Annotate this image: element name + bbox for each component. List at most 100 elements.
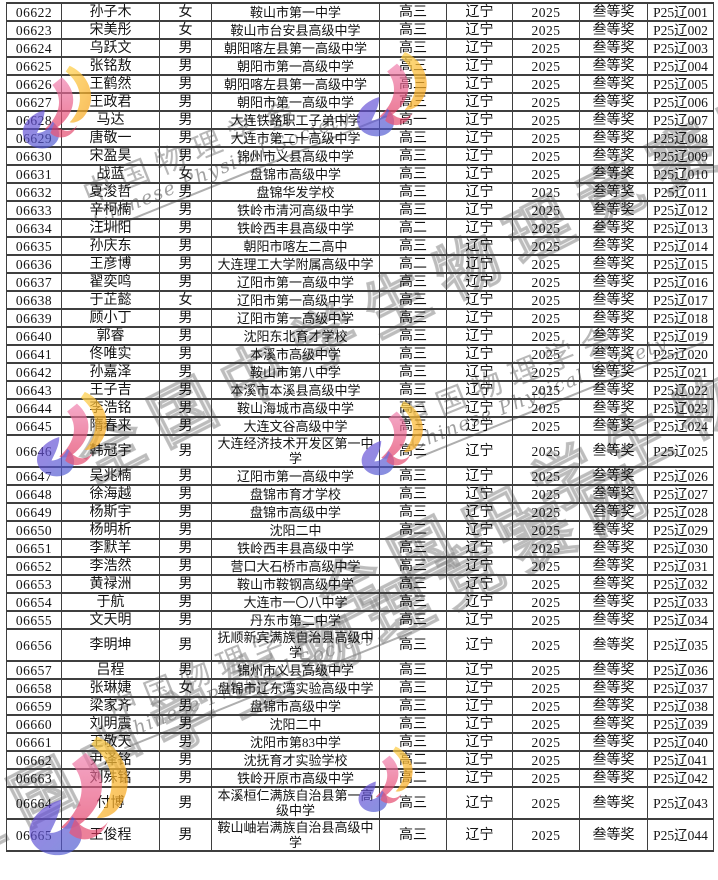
table-row: 06655 文天明 男 丹东市第二中学 高三 辽宁 2025 叁等奖 P25辽0… xyxy=(6,610,714,630)
table-row: 06626 王鹤然 男 朝阳喀左县第一高级中学 高三 辽宁 2025 叁等奖 P… xyxy=(6,74,714,94)
gender-cell: 男 xyxy=(159,326,212,346)
student-id-cell: 06626 xyxy=(6,74,62,94)
table-row: 06647 吴兆楠 男 辽阳市第一高级中学 高三 辽宁 2025 叁等奖 P25… xyxy=(6,466,714,486)
school-cell: 朝阳喀左县第一高级中学 xyxy=(211,74,380,94)
student-name-cell: 于航 xyxy=(61,592,160,612)
award-cell: 叁等奖 xyxy=(579,520,648,540)
award-cell: 叁等奖 xyxy=(579,236,648,256)
province-cell: 辽宁 xyxy=(446,38,513,58)
award-table: 06622 孙子木 女 鞍山市第一中学 高三 辽宁 2025 叁等奖 P25辽0… xyxy=(6,2,714,852)
year-cell: 2025 xyxy=(512,520,580,540)
year-cell: 2025 xyxy=(512,502,580,522)
grade-cell: 高三 xyxy=(379,2,447,22)
certificate-number-cell: P25辽038 xyxy=(647,696,714,716)
student-id-cell: 06657 xyxy=(6,660,62,680)
table-row: 06656 李明坤 男 抚顺新宾满族自治县高级中学 高三 辽宁 2025 叁等奖… xyxy=(6,628,714,662)
student-id-cell: 06658 xyxy=(6,678,62,698)
grade-cell: 高三 xyxy=(379,434,447,468)
province-cell: 辽宁 xyxy=(446,236,513,256)
certificate-number-cell: P25辽036 xyxy=(647,660,714,680)
school-cell: 朝阳市喀左二高中 xyxy=(211,236,380,256)
award-cell: 叁等奖 xyxy=(579,272,648,292)
student-name-cell: 韩冠宇 xyxy=(61,434,160,468)
province-cell: 辽宁 xyxy=(446,466,513,486)
certificate-number-cell: P25辽021 xyxy=(647,362,714,382)
student-name-cell: 翟奕鸣 xyxy=(61,272,160,292)
province-cell: 辽宁 xyxy=(446,290,513,310)
award-cell: 叁等奖 xyxy=(579,678,648,698)
province-cell: 辽宁 xyxy=(446,218,513,238)
student-name-cell: 佟唯实 xyxy=(61,344,160,364)
student-name-cell: 孙子木 xyxy=(61,2,160,22)
gender-cell: 男 xyxy=(159,592,212,612)
school-cell: 本溪市高级中学 xyxy=(211,344,380,364)
student-id-cell: 06638 xyxy=(6,290,62,310)
table-row: 06661 王敬天 男 沈阳市第83中学 高三 辽宁 2025 叁等奖 P25辽… xyxy=(6,732,714,752)
grade-cell: 高三 xyxy=(379,236,447,256)
certificate-number-cell: P25辽034 xyxy=(647,610,714,630)
table-row: 06627 王政君 男 朝阳市第一高级中学 高三 辽宁 2025 叁等奖 P25… xyxy=(6,92,714,112)
school-cell: 铁岭市清河高级中学 xyxy=(211,200,380,220)
year-cell: 2025 xyxy=(512,362,580,382)
year-cell: 2025 xyxy=(512,344,580,364)
year-cell: 2025 xyxy=(512,326,580,346)
award-cell: 叁等奖 xyxy=(579,768,648,788)
gender-cell: 男 xyxy=(159,628,212,662)
gender-cell: 男 xyxy=(159,146,212,166)
award-cell: 叁等奖 xyxy=(579,164,648,184)
year-cell: 2025 xyxy=(512,750,580,770)
certificate-number-cell: P25辽043 xyxy=(647,786,714,820)
student-id-cell: 06663 xyxy=(6,768,62,788)
province-cell: 辽宁 xyxy=(446,254,513,274)
grade-cell: 高三 xyxy=(379,786,447,820)
student-id-cell: 06631 xyxy=(6,164,62,184)
student-name-cell: 李浩铭 xyxy=(61,398,160,418)
gender-cell: 男 xyxy=(159,466,212,486)
table-row: 06659 梁家齐 男 盘锦市高级中学 高三 辽宁 2025 叁等奖 P25辽0… xyxy=(6,696,714,716)
year-cell: 2025 xyxy=(512,254,580,274)
student-name-cell: 黄禄洲 xyxy=(61,574,160,594)
student-id-cell: 06630 xyxy=(6,146,62,166)
certificate-number-cell: P25辽025 xyxy=(647,434,714,468)
award-cell: 叁等奖 xyxy=(579,308,648,328)
gender-cell: 男 xyxy=(159,254,212,274)
year-cell: 2025 xyxy=(512,272,580,292)
table-row: 06624 乌跃文 男 朝阳喀左县第一高级中学 高三 辽宁 2025 叁等奖 P… xyxy=(6,38,714,58)
school-cell: 辽阳市第一高级中学 xyxy=(211,272,380,292)
certificate-number-cell: P25辽031 xyxy=(647,556,714,576)
student-name-cell: 顾小丁 xyxy=(61,308,160,328)
grade-cell: 高三 xyxy=(379,660,447,680)
student-name-cell: 夏浚哲 xyxy=(61,182,160,202)
certificate-number-cell: P25辽007 xyxy=(647,110,714,130)
table-row: 06635 孙庆东 男 朝阳市喀左二高中 高三 辽宁 2025 叁等奖 P25辽… xyxy=(6,236,714,256)
student-name-cell: 隋春来 xyxy=(61,416,160,436)
year-cell: 2025 xyxy=(512,218,580,238)
grade-cell: 高三 xyxy=(379,628,447,662)
certificate-number-cell: P25辽018 xyxy=(647,308,714,328)
grade-cell: 高二 xyxy=(379,520,447,540)
student-name-cell: 徐海越 xyxy=(61,484,160,504)
province-cell: 辽宁 xyxy=(446,398,513,418)
certificate-number-cell: P25辽017 xyxy=(647,290,714,310)
certificate-number-cell: P25辽027 xyxy=(647,484,714,504)
year-cell: 2025 xyxy=(512,786,580,820)
student-name-cell: 刘殊铭 xyxy=(61,768,160,788)
year-cell: 2025 xyxy=(512,290,580,310)
school-cell: 朝阳市第一高级中学 xyxy=(211,92,380,112)
grade-cell: 高三 xyxy=(379,818,447,852)
table-row: 06629 唐敬一 男 大连市第二十高级中学 高三 辽宁 2025 叁等奖 P2… xyxy=(6,128,714,148)
grade-cell: 高三 xyxy=(379,290,447,310)
certificate-number-cell: P25辽020 xyxy=(647,344,714,364)
certificate-number-cell: P25辽011 xyxy=(647,182,714,202)
table-row: 06641 佟唯实 男 本溪市高级中学 高三 辽宁 2025 叁等奖 P25辽0… xyxy=(6,344,714,364)
table-row: 06642 孙嘉泽 男 鞍山市第八中学 高三 辽宁 2025 叁等奖 P25辽0… xyxy=(6,362,714,382)
grade-cell: 高三 xyxy=(379,380,447,400)
year-cell: 2025 xyxy=(512,74,580,94)
award-cell: 叁等奖 xyxy=(579,732,648,752)
table-row: 06646 韩冠宇 男 大连经济技术开发区第一中学 高三 辽宁 2025 叁等奖… xyxy=(6,434,714,468)
province-cell: 辽宁 xyxy=(446,714,513,734)
table-row: 06651 李默羊 男 铁岭西丰县高级中学 高三 辽宁 2025 叁等奖 P25… xyxy=(6,538,714,558)
award-cell: 叁等奖 xyxy=(579,326,648,346)
award-cell: 叁等奖 xyxy=(579,38,648,58)
year-cell: 2025 xyxy=(512,398,580,418)
